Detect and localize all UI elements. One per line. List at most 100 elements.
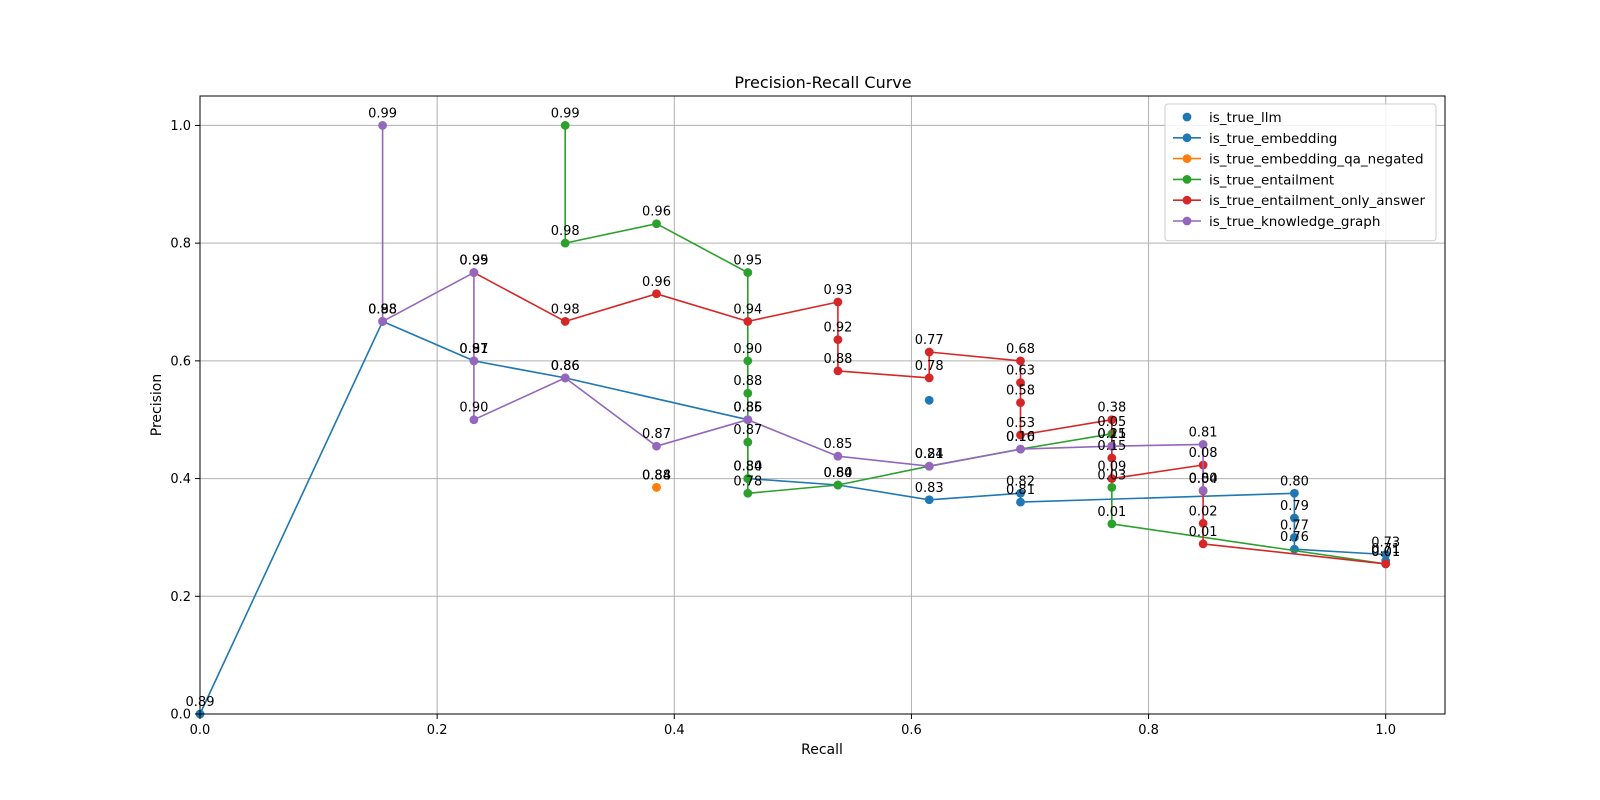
axis-ticks: 0.0 0.2 0.4 0.6 0.8 1.0 0.0 0.2 0.4 0.6 0.8 1.0 — [170, 119, 1396, 738]
data-point — [924, 395, 934, 405]
data-point — [1107, 474, 1117, 483]
point-label: 0.92 — [823, 321, 852, 336]
legend-swatch-marker — [1182, 195, 1192, 205]
point-label: 0.77 — [1280, 518, 1309, 533]
series-is-true-embedding-qa-negated — [652, 483, 661, 492]
point-label: 0.60 — [823, 466, 852, 481]
point-label: 0.63 — [1006, 364, 1035, 379]
data-point — [652, 441, 661, 451]
point-label: 0.98 — [551, 224, 580, 239]
data-point — [1107, 441, 1117, 451]
data-point — [1198, 485, 1208, 495]
point-label: 0.87 — [642, 427, 671, 442]
point-label: 0.71 — [1371, 542, 1400, 557]
data-point — [924, 373, 934, 383]
point-label: 0.38 — [1097, 401, 1126, 416]
x-tick-label: 0.2 — [427, 723, 448, 738]
data-point — [1198, 539, 1208, 549]
data-point — [1107, 519, 1117, 529]
plot-frame — [199, 95, 1446, 715]
x-tick-label: 0.0 — [190, 723, 211, 738]
x-tick-label: 1.0 — [1375, 723, 1396, 738]
data-point — [652, 219, 661, 229]
point-label: 0.99 — [551, 106, 580, 121]
data-point — [743, 388, 753, 398]
point-label: 0.86 — [551, 359, 580, 374]
data-point — [743, 356, 753, 366]
legend-swatch-marker — [1182, 175, 1192, 184]
point-label: 0.88 — [642, 468, 671, 483]
point-labels: 0.890.880.870.860.850.84 0.840.83 0.820.81… — [186, 106, 1401, 710]
y-tick-label: 1.0 — [170, 119, 191, 134]
point-label: 0.84 — [915, 447, 944, 462]
data-point — [833, 297, 843, 307]
point-label: 0.78 — [733, 474, 762, 489]
data-point — [560, 373, 570, 383]
data-point — [1016, 488, 1025, 498]
point-label: 0.84 — [733, 460, 762, 475]
point-label: 0.86 — [733, 401, 762, 416]
point-label: 0.84 — [642, 468, 671, 483]
data-point — [1016, 430, 1025, 440]
point-label: 0.96 — [642, 275, 671, 290]
point-label: 0.16 — [1006, 430, 1035, 445]
point-label: 0.95 — [733, 254, 762, 269]
point-label: 0.95 — [459, 254, 488, 269]
point-label: 0.98 — [551, 302, 580, 317]
legend-swatch-marker — [1182, 216, 1192, 226]
legend-label: is_true_embedding — [1209, 131, 1337, 147]
point-label: 0.87 — [459, 342, 488, 357]
point-label: 0.78 — [915, 359, 944, 374]
point-label: 0.98 — [368, 302, 397, 317]
data-point — [1290, 488, 1299, 498]
point-label: 0.58 — [1006, 384, 1035, 399]
point-label: 0.02 — [1189, 504, 1218, 519]
data-point — [743, 268, 753, 277]
y-axis-label: Precision — [149, 374, 165, 436]
y-tick-label: 0.2 — [170, 590, 191, 605]
point-label: 0.86 — [551, 359, 580, 374]
point-label: 0.82 — [1006, 474, 1035, 489]
point-label: 0.21 — [915, 447, 944, 462]
point-label: 0.09 — [1097, 460, 1126, 475]
x-tick-label: 0.4 — [664, 723, 685, 738]
legend-item: is_true_entailment_only_answer — [1173, 193, 1425, 209]
legend-label: is_true_llm — [1209, 110, 1282, 126]
data-point — [1016, 356, 1025, 366]
data-point — [652, 483, 661, 492]
data-point — [469, 356, 479, 366]
series-layer — [195, 121, 1391, 719]
data-point — [1107, 483, 1117, 492]
legend-item: is_true_embedding_qa_negated — [1173, 152, 1424, 168]
data-point — [924, 347, 934, 357]
point-label: 0.81 — [1189, 425, 1218, 440]
x-axis-label: Recall — [801, 742, 843, 758]
legend: is_true_llm is_true_embedding is_true_embe… — [1164, 103, 1437, 242]
data-point — [924, 495, 934, 505]
point-label: 0.83 — [915, 481, 944, 496]
data-point — [1290, 533, 1299, 542]
x-tick-label: 0.6 — [901, 723, 922, 738]
point-label: 0.01 — [1371, 545, 1400, 560]
point-label: 0.01 — [1097, 505, 1126, 520]
data-point — [1107, 453, 1117, 463]
data-point — [1016, 444, 1025, 454]
point-label: 0.96 — [642, 205, 671, 220]
chart-title: Precision-Recall Curve — [734, 73, 911, 92]
point-label: 0.88 — [733, 374, 762, 389]
point-label: 0.90 — [459, 401, 488, 416]
point-label: 0.90 — [733, 342, 762, 357]
point-label: 0.93 — [823, 283, 852, 298]
point-label: 0.80 — [1189, 471, 1218, 486]
data-point — [1016, 398, 1025, 408]
data-point — [1107, 415, 1117, 425]
point-label: 0.15 — [1097, 439, 1126, 454]
data-point — [1198, 518, 1208, 528]
data-point — [833, 366, 843, 376]
point-label: 0.87 — [733, 423, 762, 438]
point-label: 0.15 — [1097, 427, 1126, 442]
data-point — [560, 317, 570, 326]
data-point — [833, 480, 843, 490]
legend-swatch-marker — [1182, 154, 1192, 164]
